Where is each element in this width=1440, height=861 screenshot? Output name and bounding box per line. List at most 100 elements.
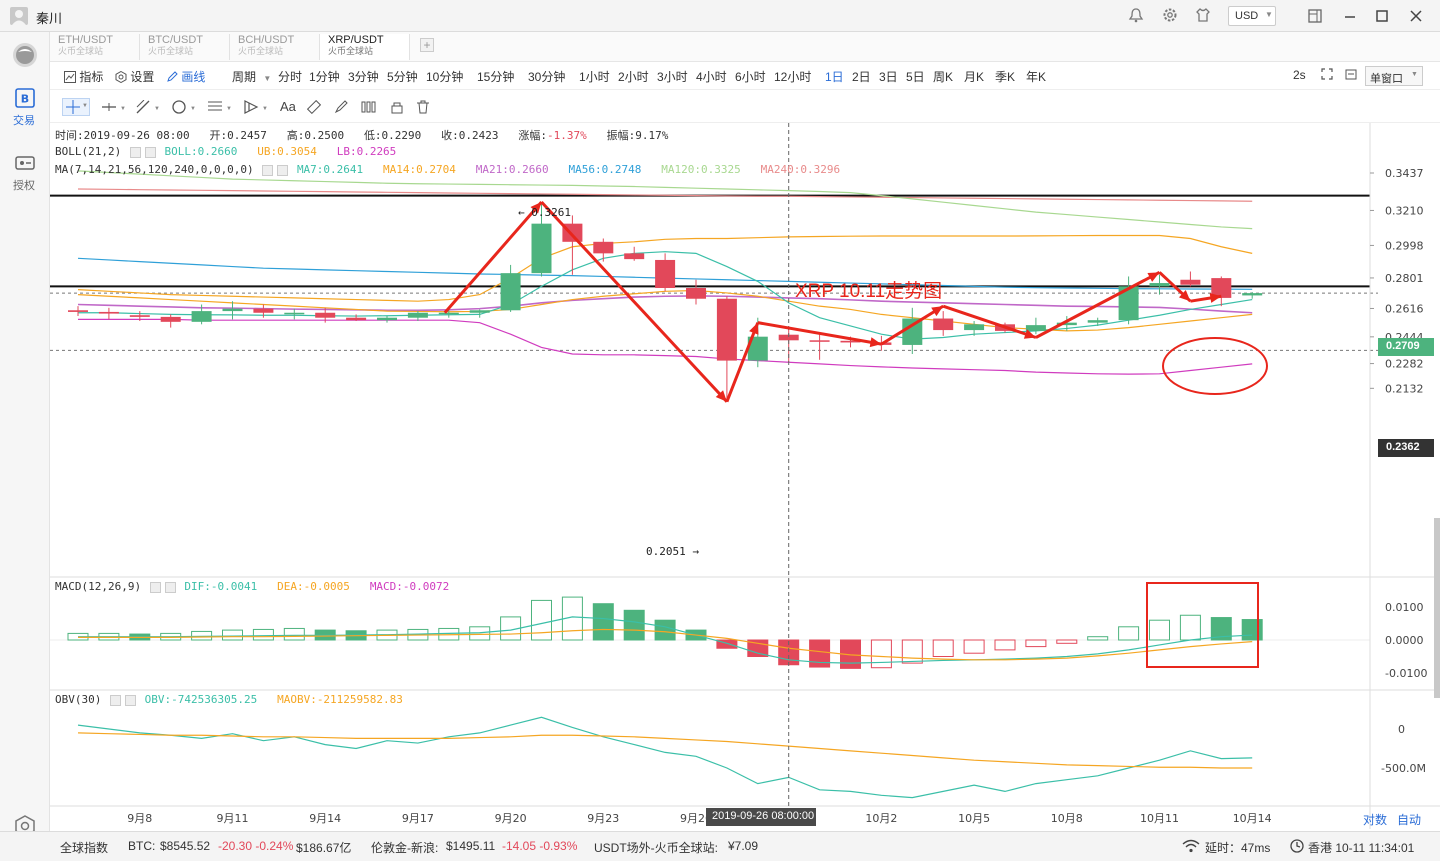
chart-annotation-title: XRP 10.11走势图: [795, 281, 943, 302]
macd-name: MACD(12,26,9): [55, 580, 142, 593]
user-icon: [12, 10, 26, 25]
currency-select[interactable]: USD ▼: [1228, 6, 1276, 26]
crosshair-tool[interactable]: ▼: [62, 98, 90, 116]
tab-xrp-usdt[interactable]: XRP/USDT 火币全球站: [320, 34, 410, 60]
candle-body: [377, 317, 397, 321]
shape-tool[interactable]: ▼: [172, 100, 196, 117]
brush-tool[interactable]: [334, 100, 348, 117]
auto-scale-toggle[interactable]: 自动: [1397, 813, 1422, 827]
avatar[interactable]: [10, 7, 28, 25]
obv-value: OBV:-742536305.25: [144, 693, 258, 706]
ruler-tool[interactable]: [306, 99, 322, 117]
candle-body: [902, 318, 923, 345]
interval-11[interactable]: 6小时: [735, 70, 766, 84]
pattern-icon: ▼: [244, 100, 268, 114]
usdt-price: ¥7.09: [728, 839, 759, 853]
legend-settings-icon[interactable]: [149, 581, 161, 593]
candle-body: [98, 311, 119, 314]
interval-6[interactable]: 30分钟: [528, 70, 566, 84]
interval-0[interactable]: 分时: [278, 70, 303, 84]
shirt-icon[interactable]: [1195, 7, 1211, 26]
legend-close-icon[interactable]: [164, 581, 176, 593]
tab-pair: BCH/USDT: [238, 34, 295, 46]
trend-arrow-segment: [1035, 271, 1161, 339]
interval-15[interactable]: 3日: [879, 70, 898, 84]
trend-arrow-segment: [443, 201, 543, 314]
interval-17[interactable]: 周K: [933, 70, 954, 84]
sidebar-item-auth[interactable]: 授权: [0, 150, 50, 198]
candle-body: [778, 334, 799, 341]
interval-1[interactable]: 1分钟: [309, 70, 340, 84]
interval-12[interactable]: 12小时: [774, 70, 812, 84]
legend-settings-icon[interactable]: [262, 164, 274, 176]
trend-arrow-head: [530, 202, 542, 214]
interval-2[interactable]: 3分钟: [348, 70, 379, 84]
user-name[interactable]: 秦川: [36, 11, 63, 26]
macd-bar: [901, 639, 923, 664]
interval-8[interactable]: 2小时: [618, 70, 649, 84]
macd-y-tick-label: -0.0100: [1385, 667, 1427, 680]
draw-button[interactable]: 画线: [166, 68, 205, 85]
app-logo-icon[interactable]: [12, 42, 38, 71]
cursor-price-badge: 0.2362: [1378, 439, 1434, 457]
tab-bch-usdt[interactable]: BCH/USDT 火币全球站: [230, 34, 320, 60]
obv-y-tick-label: 0: [1398, 723, 1405, 736]
macd-y-tick-label: 0.0000: [1385, 634, 1424, 647]
interval-9[interactable]: 3小时: [657, 70, 688, 84]
add-tab-button[interactable]: +: [420, 38, 434, 52]
bell-icon[interactable]: [1128, 7, 1144, 26]
log-scale-toggle[interactable]: 对数: [1363, 813, 1388, 827]
tab-eth-usdt[interactable]: ETH/USDT 火币全球站: [50, 34, 140, 60]
crosshair-time-badge: 2019-09-26 08:00:00: [706, 808, 816, 826]
hline-tool[interactable]: ▼: [102, 100, 126, 117]
legend-settings-icon[interactable]: [109, 694, 121, 706]
indicator-button[interactable]: 指标: [64, 68, 103, 85]
delete-tool[interactable]: [416, 100, 430, 117]
info-open: 开:0.2457: [209, 129, 267, 142]
y-tick-label: 0.2132: [1385, 382, 1424, 395]
text-tool-icon[interactable]: Aa: [280, 99, 296, 114]
legend-close-icon[interactable]: [277, 164, 289, 176]
tab-btc-usdt[interactable]: BTC/USDT 火币全球站: [140, 34, 230, 60]
window-snap-icon[interactable]: [1307, 8, 1323, 27]
global-index-label[interactable]: 全球指数: [60, 841, 109, 855]
interval-14[interactable]: 2日: [852, 70, 871, 84]
interval-19[interactable]: 季K: [995, 70, 1016, 84]
pattern-tool[interactable]: ▼: [244, 100, 268, 117]
interval-4[interactable]: 10分钟: [426, 70, 464, 84]
interval-10[interactable]: 4小时: [696, 70, 727, 84]
latency: 延时：47ms: [1205, 841, 1271, 855]
minimize-icon[interactable]: [1342, 8, 1358, 27]
legend-settings-icon[interactable]: [129, 146, 141, 158]
settings-label: 设置: [130, 70, 155, 84]
interval-7[interactable]: 1小时: [579, 70, 610, 84]
key-icon: [15, 156, 35, 170]
window-mode-select[interactable]: 单窗口 ▼: [1365, 66, 1423, 86]
fullscreen-icon[interactable]: [1321, 68, 1333, 83]
gear-icon[interactable]: [1162, 7, 1178, 26]
close-icon[interactable]: [1408, 8, 1424, 27]
legend-close-icon[interactable]: [144, 146, 156, 158]
current-price-badge: 0.2709: [1378, 338, 1434, 356]
btc-price: $8545.52: [160, 839, 211, 853]
magnet-tool[interactable]: [361, 100, 377, 117]
circle-icon: ▼: [172, 100, 196, 114]
interval-20[interactable]: 年K: [1026, 70, 1047, 84]
legend-close-icon[interactable]: [124, 694, 136, 706]
fib-tool[interactable]: ▼: [208, 100, 232, 117]
interval-3[interactable]: 5分钟: [387, 70, 418, 84]
screenshot-icon[interactable]: [1345, 68, 1357, 83]
interval-13[interactable]: 1日: [825, 70, 844, 84]
interval-5[interactable]: 15分钟: [477, 70, 515, 84]
chart-area[interactable]: 0.34370.32100.29980.28010.26160.24440.22…: [0, 123, 1440, 831]
usdt-label: USDT场外-火币全球站:: [594, 841, 718, 855]
lock-tool[interactable]: [390, 100, 404, 117]
interval-18[interactable]: 月K: [964, 70, 985, 84]
trendline-tool[interactable]: ▼: [136, 99, 160, 117]
sidebar-item-trade[interactable]: B 交易: [0, 84, 50, 132]
maximize-icon[interactable]: [1374, 8, 1390, 27]
interval-16[interactable]: 5日: [906, 70, 925, 84]
refresh-rate[interactable]: 2s: [1293, 68, 1306, 82]
period-dropdown[interactable]: 周期 ▼: [232, 68, 271, 85]
settings-button[interactable]: 设置: [115, 68, 154, 85]
